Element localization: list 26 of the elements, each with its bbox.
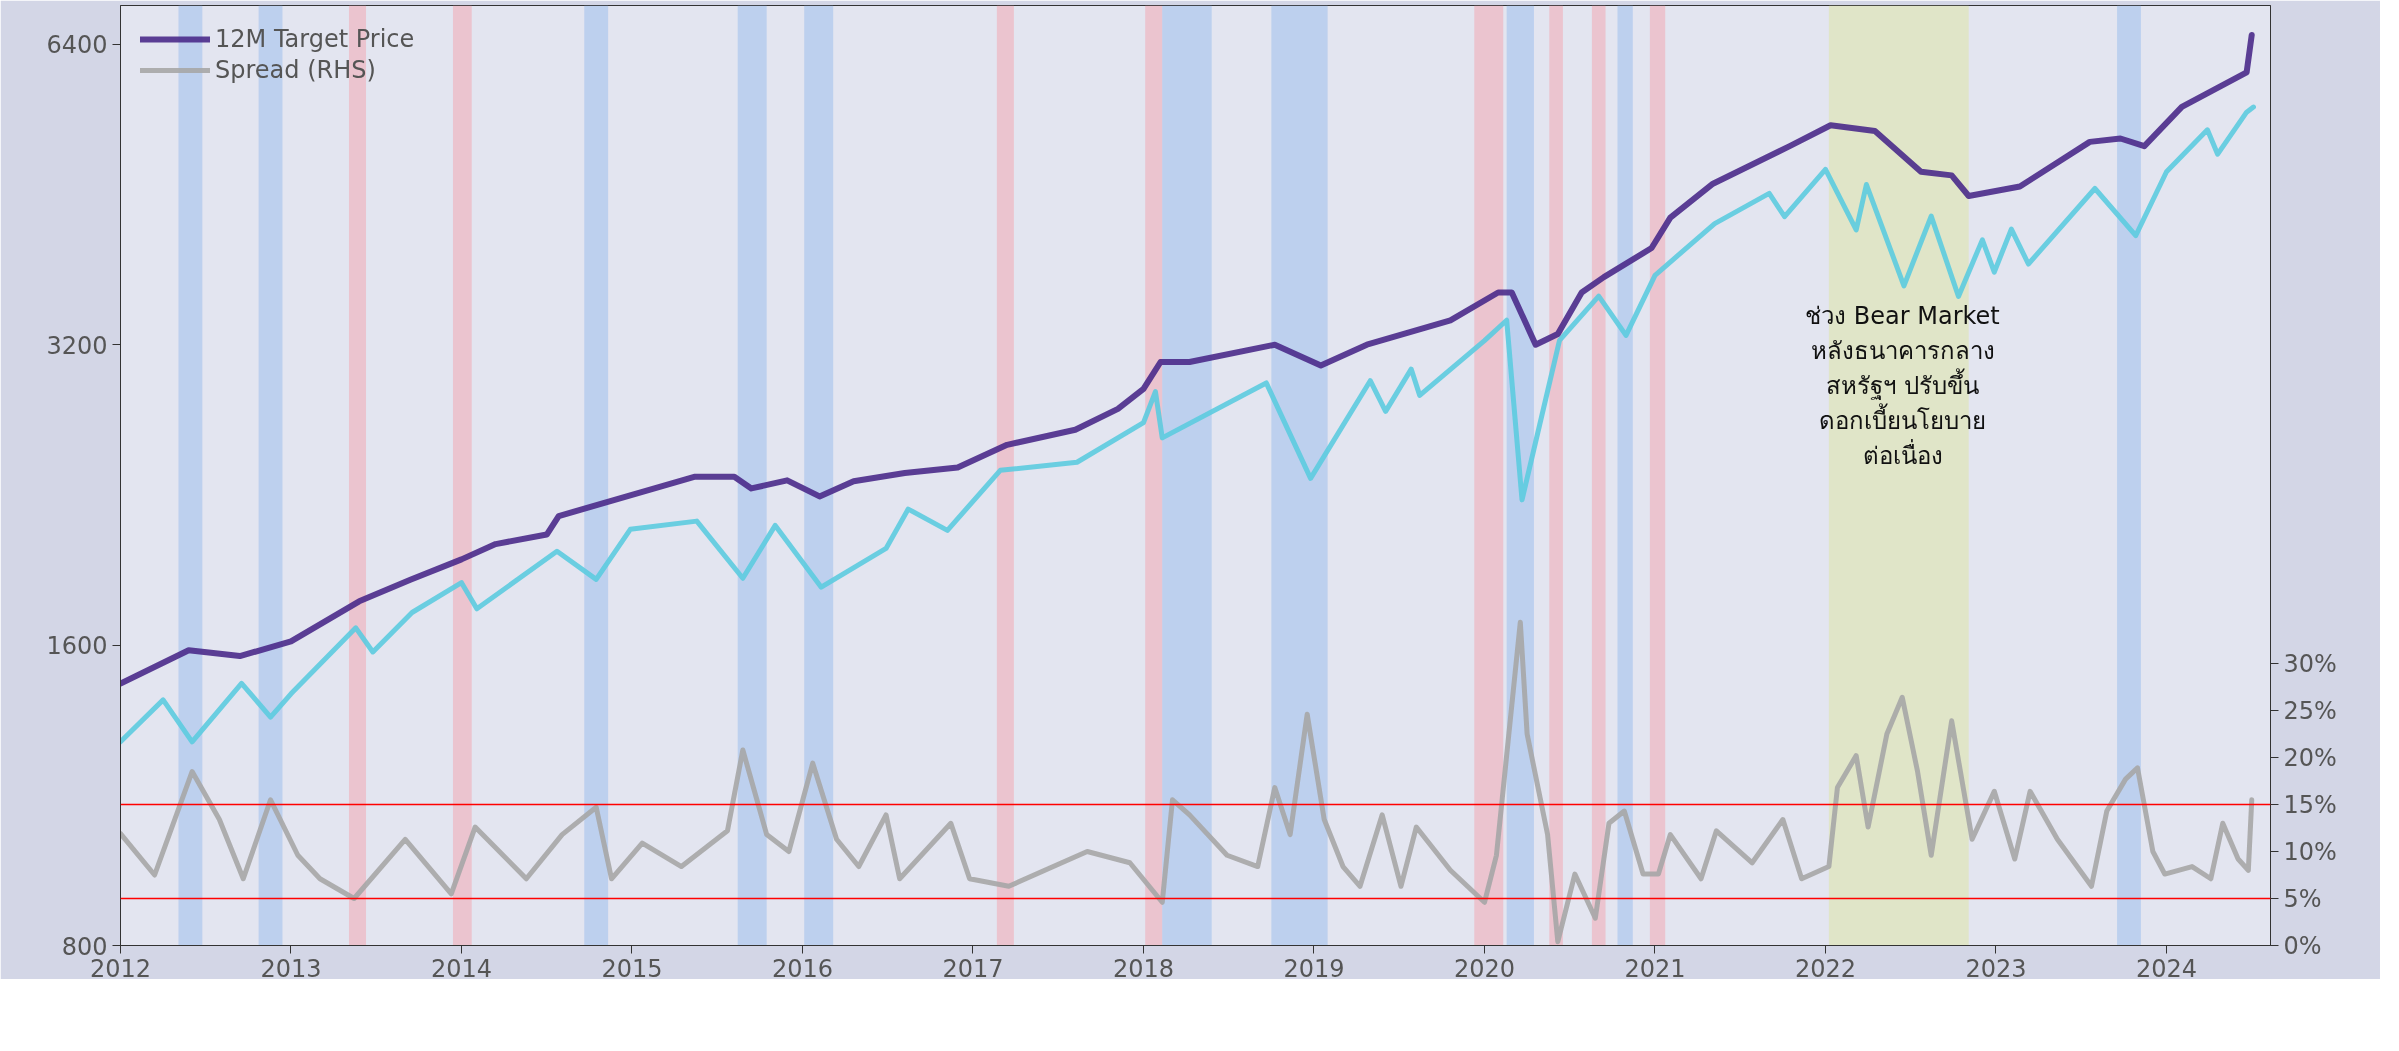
x-tick-label: 2016 [771,954,834,983]
x-tick-label: 2020 [1453,954,1516,983]
x-tick-label: 2021 [1624,954,1686,983]
x-tick-label: 2019 [1283,954,1345,983]
x-tick-label: 2018 [1112,954,1175,983]
y-tick-label: 1600 [46,632,108,661]
x-tick-label: 2022 [1794,954,1857,983]
y2-tick-label: 30% [2283,649,2337,678]
y2-tick-label: 0% [2283,931,2322,960]
annotation: ช่วง Bear Market หลังธนาคารกลาง สหรัฐฯ ปรับขึ้น ดอกเบี้ยนโยบาย ต่อเนื่อง [1805,301,2000,470]
legend-label: 12M Target Price [215,25,415,53]
y-tick-label: 3200 [46,331,108,360]
y2-tick-label: 25% [2283,696,2337,725]
x-tick-label: 2015 [601,954,663,983]
x-tick-label: 2013 [260,954,322,983]
y2-tick-label: 15% [2283,790,2337,819]
y-tick-label: 6400 [46,31,108,60]
x-tick-label: 2014 [430,954,493,983]
x-tick-label: 2012 [89,954,152,983]
y2-tick-label: 10% [2283,837,2337,866]
y2-tick-label: 5% [2283,884,2322,913]
y2-tick-label: 20% [2283,743,2337,772]
legend-label: Spread (RHS) [215,56,376,84]
x-tick-label: 2023 [1965,954,2027,983]
x-tick-label: 2024 [2135,954,2198,983]
x-tick-label: 2017 [942,954,1004,983]
